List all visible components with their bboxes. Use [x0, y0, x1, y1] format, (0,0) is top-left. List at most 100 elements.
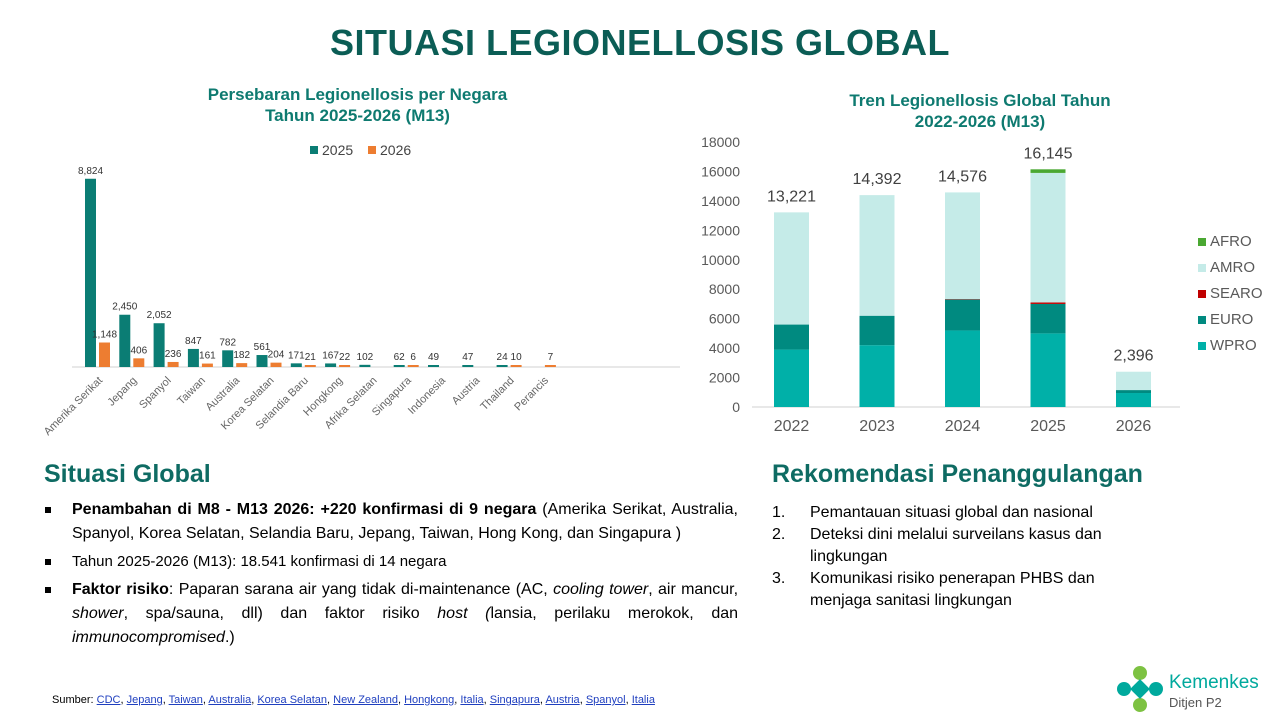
- list-item: Faktor risiko: Paparan sarana air yang t…: [42, 578, 738, 650]
- total-label: 16,145: [1024, 145, 1073, 162]
- bar-2025: [325, 363, 337, 367]
- situasi-list: Penambahan di M8 - M13 2026: +220 konfir…: [42, 498, 738, 654]
- category-label: Indonesia: [406, 374, 449, 417]
- legend-label: AFRO: [1210, 233, 1252, 250]
- item-text: Komunikasi risiko penerapan PHBS dan men…: [810, 570, 1095, 609]
- total-label: 14,392: [853, 171, 902, 188]
- bar-2025: [85, 178, 96, 367]
- bar-2025: [119, 314, 131, 367]
- data-label: 47: [462, 352, 474, 363]
- rekomendasi-heading: Rekomendasi Penanggulangan: [772, 460, 1143, 488]
- bar-2026: [510, 365, 522, 367]
- source-link[interactable]: Australia: [208, 694, 252, 706]
- chart-title-line: 2022-2026 (M13): [914, 112, 1046, 131]
- text: : Paparan sarana air yang tidak di-maint…: [168, 581, 554, 598]
- list-item: 1. Pemantauan situasi global dan nasional: [772, 502, 1122, 524]
- kemenkes-logo: Kemenkes Ditjen P2: [1115, 664, 1275, 714]
- x-tick-label: 2023: [859, 418, 895, 435]
- bar-segment-EURO: [1116, 390, 1151, 394]
- separator: ,: [120, 694, 127, 706]
- bar-2025: [428, 365, 439, 367]
- data-label: 2,450: [112, 302, 137, 313]
- bar-segment-AMRO: [859, 195, 895, 316]
- source-link[interactable]: Italia: [460, 694, 484, 706]
- data-label: 21: [305, 352, 317, 363]
- list-item: 3. Komunikasi risiko penerapan PHBS dan m…: [772, 568, 1122, 612]
- bar-segment-WPRO: [774, 349, 809, 407]
- y-tick-label: 6000: [709, 311, 740, 327]
- bar-2025: [359, 364, 371, 367]
- legend-label: 2025: [322, 142, 353, 158]
- italic-text: host (: [437, 605, 491, 622]
- data-label: 62: [394, 352, 406, 363]
- italic-text: shower: [72, 605, 124, 622]
- bar-segment-AMRO: [1116, 371, 1151, 391]
- data-label: 6: [410, 352, 416, 363]
- data-label: 782: [219, 337, 236, 348]
- separator: ,: [539, 694, 546, 706]
- bar-segment-WPRO: [1030, 333, 1066, 407]
- bar-segment-EURO: [945, 299, 980, 331]
- data-label: 49: [428, 352, 440, 363]
- item-number: 3.: [772, 570, 786, 587]
- text: , spa/sauna, dll) dan faktor risiko: [123, 605, 438, 622]
- legend-swatch: [1198, 264, 1206, 272]
- legend-label: SEARO: [1210, 285, 1263, 302]
- y-tick-label: 0: [732, 399, 740, 415]
- bar-2026: [407, 365, 419, 367]
- bar-2026: [167, 361, 179, 367]
- bar-2025: [393, 365, 405, 367]
- chart-title-line: Tren Legionellosis Global Tahun: [849, 91, 1111, 110]
- data-label: 236: [165, 349, 182, 360]
- data-label: 204: [268, 350, 285, 361]
- bar-2025: [462, 365, 474, 367]
- source-link[interactable]: Singapura: [489, 694, 540, 706]
- source-link[interactable]: CDC: [96, 694, 121, 706]
- source-link[interactable]: Korea Selatan: [257, 694, 328, 706]
- separator: ,: [483, 694, 490, 706]
- text: (Amerika Serikat, Australia, Spanyol, Ko…: [72, 501, 738, 542]
- legend-label: 2026: [380, 142, 411, 158]
- data-label: 8,824: [78, 166, 103, 177]
- y-tick-label: 18000: [701, 134, 740, 150]
- legend-swatch: [1198, 238, 1206, 246]
- page-title: SITUASI LEGIONELLOSIS GLOBAL: [329, 22, 951, 63]
- item-number: 2.: [772, 526, 786, 543]
- x-tick-label: 2022: [774, 418, 810, 435]
- bar-segment-AMRO: [1030, 172, 1066, 303]
- italic-text: immunocompromised: [72, 629, 225, 646]
- data-label: 24: [497, 352, 509, 363]
- bar-2026: [339, 365, 351, 367]
- category-label: Austria: [450, 374, 483, 407]
- source-link[interactable]: Jepang: [126, 694, 163, 706]
- source-link[interactable]: New Zealand: [333, 694, 398, 706]
- legend-label: AMRO: [1210, 259, 1255, 276]
- legend-swatch: [368, 146, 376, 154]
- data-label: 2,052: [147, 310, 172, 321]
- y-tick-label: 10000: [701, 252, 740, 268]
- source-label: Sumber:: [52, 694, 97, 706]
- source-link[interactable]: Hongkong: [404, 694, 455, 706]
- bar-segment-EURO: [774, 324, 809, 350]
- source-link[interactable]: Italia: [631, 694, 655, 706]
- source-link[interactable]: Taiwan: [168, 694, 203, 706]
- legend-swatch: [310, 146, 318, 154]
- bar-segment-AFRO: [1030, 169, 1066, 173]
- total-label: 13,221: [767, 188, 816, 205]
- separator: ,: [162, 694, 169, 706]
- legend-label: EURO: [1210, 311, 1253, 328]
- bar-2025: [187, 348, 199, 367]
- chart-title-line: Persebaran Legionellosis per Negara: [207, 85, 508, 104]
- data-label: 406: [130, 345, 147, 356]
- y-tick-label: 2000: [709, 370, 740, 386]
- bar-segment-WPRO: [945, 330, 980, 407]
- x-tick-label: 2025: [1030, 418, 1066, 435]
- bar-2026: [99, 342, 110, 367]
- country-chart-title: Persebaran Legionellosis per Negara Tahu…: [150, 84, 565, 126]
- bold-text: Penambahan di M8 - M13 2026: +220 konfir…: [72, 501, 537, 518]
- source-link[interactable]: Austria: [545, 694, 580, 706]
- source-link[interactable]: Spanyol: [585, 694, 626, 706]
- bar-2026: [133, 358, 145, 367]
- legend-label: WPRO: [1210, 337, 1257, 354]
- total-label: 14,576: [938, 168, 987, 185]
